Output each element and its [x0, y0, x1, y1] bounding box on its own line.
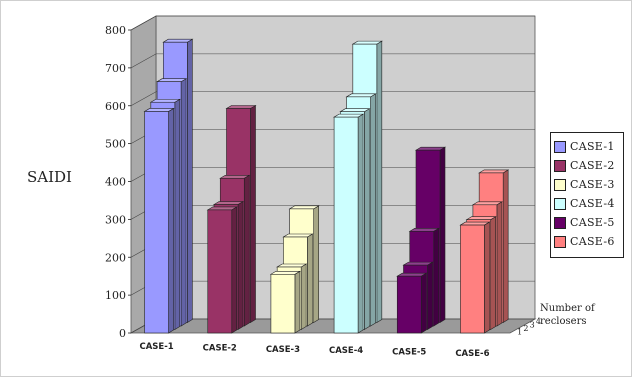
- bar-side: [496, 201, 503, 327]
- bar-side: [231, 206, 238, 334]
- bar-top: [345, 93, 377, 98]
- y-tick-label: 0: [119, 327, 126, 340]
- depth-axis-label: Number of reclosers: [540, 303, 595, 327]
- legend-item: CASE-3: [554, 175, 620, 194]
- bar: [460, 224, 485, 334]
- bar-side: [168, 107, 174, 334]
- legend-swatch: [554, 159, 566, 172]
- y-tick-label: 200: [105, 251, 126, 264]
- bar-top: [339, 108, 371, 113]
- bar-top: [206, 206, 238, 211]
- x-tick-label: CASE-1: [139, 342, 173, 352]
- bar-top: [465, 216, 497, 220]
- legend-item: CASE-1: [554, 137, 620, 156]
- depth-tick-label: 1: [517, 327, 522, 336]
- y-tick-label: 300: [105, 213, 126, 226]
- y-tick-label: 100: [105, 289, 126, 302]
- legend-item: CASE-2: [554, 156, 620, 175]
- bar-side: [357, 113, 364, 334]
- bar-side: [420, 272, 427, 334]
- bar-side: [300, 263, 307, 331]
- bar-top: [333, 113, 365, 118]
- y-tick-label: 600: [105, 100, 126, 113]
- legend-swatch: [554, 140, 566, 153]
- x-tick-label: CASE-4: [329, 346, 363, 356]
- bar-top: [282, 233, 314, 238]
- y-tick-label: 700: [105, 62, 126, 75]
- bar-side: [237, 200, 244, 331]
- legend-label: CASE-2: [570, 159, 615, 172]
- bar: [270, 273, 296, 334]
- bar-top: [459, 221, 491, 226]
- legend-label: CASE-5: [570, 216, 615, 229]
- bar-top: [414, 146, 447, 151]
- legend-item: CASE-6: [554, 232, 620, 251]
- bar: [144, 111, 169, 334]
- bar-top: [288, 205, 320, 210]
- y-axis-label: SAIDI: [27, 168, 72, 186]
- legend-swatch: [554, 235, 566, 248]
- bar-top: [402, 261, 434, 266]
- bar-side: [243, 174, 250, 327]
- legend-label: CASE-6: [570, 235, 615, 248]
- bar-top: [143, 108, 175, 112]
- bar-side: [490, 216, 496, 331]
- bar: [396, 275, 422, 334]
- bar-side: [484, 221, 490, 334]
- bar-top: [212, 201, 245, 205]
- bar-side: [502, 169, 509, 324]
- bar-side: [427, 261, 433, 331]
- y-tick-label: 500: [105, 138, 126, 151]
- gridline: [130, 15, 535, 31]
- depth-tick-label: 4: [536, 317, 541, 326]
- legend-label: CASE-3: [570, 178, 615, 191]
- legend-swatch: [554, 216, 566, 229]
- y-tick-label: 400: [105, 176, 126, 189]
- bar-side: [180, 78, 187, 327]
- bar-side: [250, 104, 256, 324]
- bar-top: [225, 105, 257, 109]
- bar-top: [269, 270, 301, 275]
- bar-side: [313, 205, 319, 324]
- depth-tick-label: 2: [523, 324, 528, 333]
- bar-top: [396, 272, 428, 277]
- gridline: [130, 53, 535, 69]
- bar-side: [364, 108, 370, 331]
- x-tick-label: CASE-5: [392, 348, 426, 358]
- bar-side: [294, 270, 301, 334]
- bar: [207, 209, 233, 334]
- bar: [333, 116, 359, 334]
- bar-top: [219, 174, 251, 179]
- bar-top: [478, 169, 510, 174]
- bar-side: [174, 98, 181, 331]
- depth-tick-label: 3: [530, 320, 535, 329]
- bar-side: [439, 146, 446, 324]
- bar-top: [351, 40, 383, 45]
- bar-top: [276, 263, 308, 268]
- x-tick-label: CASE-2: [203, 343, 237, 353]
- bar-top: [156, 78, 188, 83]
- legend-swatch: [554, 178, 566, 191]
- bar-top: [408, 228, 440, 232]
- bar-top: [471, 201, 503, 206]
- bar-side: [370, 93, 376, 327]
- legend-item: CASE-5: [554, 213, 620, 232]
- y-tick-label: 800: [105, 24, 126, 37]
- bar-side: [307, 233, 313, 327]
- bar-side: [376, 40, 383, 324]
- legend-label: CASE-1: [570, 140, 615, 153]
- legend-swatch: [554, 197, 566, 210]
- bar-side: [187, 38, 193, 324]
- bar-side: [433, 227, 440, 327]
- legend-item: CASE-4: [554, 194, 620, 213]
- x-tick-label: CASE-3: [266, 345, 300, 355]
- bar-top: [162, 38, 194, 43]
- legend: CASE-1 CASE-2 CASE-3 CASE-4 CASE-5 CASE-6: [550, 132, 624, 258]
- x-tick-label: CASE-6: [455, 349, 489, 359]
- bar-top: [149, 98, 181, 103]
- legend-label: CASE-4: [570, 197, 615, 210]
- gridline: [130, 91, 535, 107]
